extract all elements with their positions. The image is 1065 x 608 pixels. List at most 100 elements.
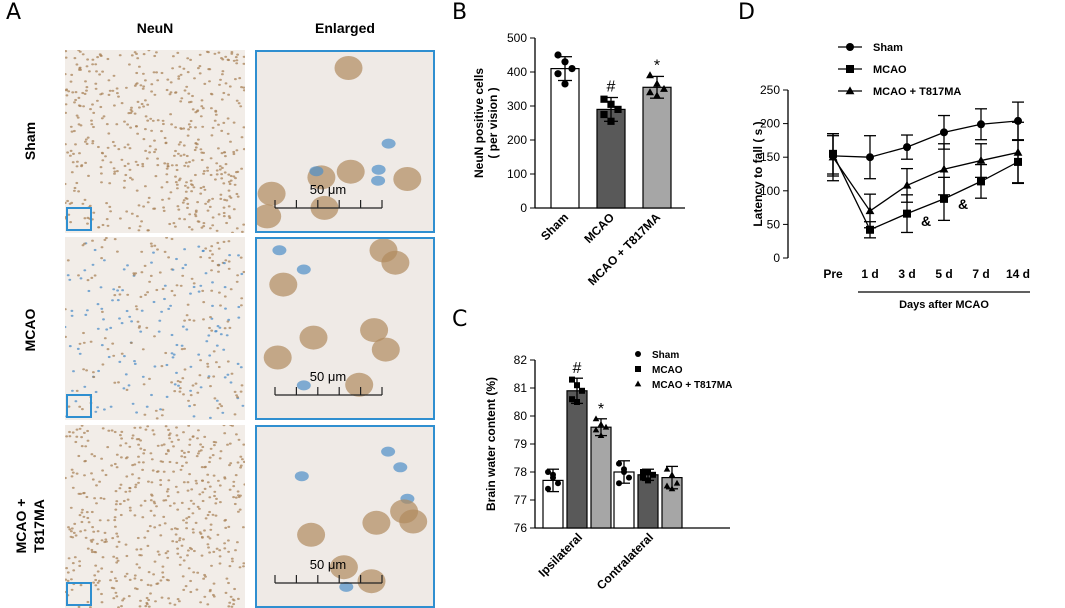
cell-dot	[131, 178, 134, 181]
cell-dot	[100, 601, 104, 604]
cell-dot	[72, 370, 75, 373]
cell-dot	[71, 431, 75, 434]
cell-dot	[109, 405, 113, 408]
nucleus-cell	[393, 462, 408, 473]
micrograph-overview	[65, 425, 245, 608]
cell-dot	[71, 91, 75, 94]
cell-dot	[153, 244, 157, 247]
neuron-cell	[257, 181, 286, 206]
cell-dot	[144, 99, 147, 102]
cell-dot	[179, 73, 183, 76]
cell-dot	[206, 209, 210, 212]
cell-dot	[239, 366, 243, 369]
cell-dot	[162, 443, 166, 446]
column-header-enlarged: Enlarged	[315, 20, 375, 36]
cell-dot	[135, 125, 138, 128]
cell-dot	[210, 134, 214, 137]
cell-dot	[186, 489, 190, 492]
cell-dot	[155, 71, 158, 74]
cell-dot	[194, 146, 198, 149]
cell-dot	[84, 445, 88, 448]
data-point	[616, 480, 622, 487]
cell-dot	[70, 309, 74, 312]
cell-dot	[174, 91, 178, 94]
cell-dot	[113, 381, 117, 384]
cell-dot	[227, 189, 231, 192]
cell-dot	[153, 514, 156, 517]
cell-dot	[197, 138, 200, 141]
nucleus-cell	[272, 245, 287, 256]
cell-dot	[65, 435, 68, 438]
neuron-cell	[334, 56, 363, 80]
cell-dot	[235, 394, 239, 397]
cell-dot	[160, 414, 164, 417]
cell-dot	[178, 390, 182, 393]
cell-dot	[168, 460, 172, 464]
y-tick-label: 80	[514, 409, 528, 423]
cell-dot	[68, 528, 72, 531]
cell-dot	[197, 452, 200, 455]
cell-dot	[169, 81, 173, 84]
cell-dot	[99, 497, 103, 500]
cell-dot	[181, 464, 184, 468]
cell-dot	[70, 578, 73, 581]
cell-dot	[218, 457, 222, 460]
cell-dot	[94, 390, 98, 394]
cell-dot	[200, 226, 204, 229]
cell-dot	[120, 456, 123, 459]
cell-dot	[188, 438, 192, 441]
cell-dot	[200, 99, 204, 102]
cell-dot	[223, 432, 227, 435]
cell-dot	[186, 202, 190, 205]
cell-dot	[226, 320, 230, 323]
cell-dot	[66, 151, 69, 154]
cell-dot	[165, 181, 169, 184]
cell-dot	[144, 185, 147, 188]
cell-dot	[143, 413, 147, 416]
cell-dot	[148, 280, 151, 283]
cell-dot	[170, 164, 174, 167]
cell-dot	[178, 177, 182, 180]
cell-dot	[139, 447, 143, 450]
cell-dot	[69, 154, 72, 157]
cell-dot	[166, 556, 170, 559]
cell-dot	[80, 445, 84, 448]
cell-dot	[161, 571, 165, 574]
cell-dot	[93, 574, 97, 577]
cell-dot	[69, 221, 72, 224]
cell-dot	[202, 170, 206, 173]
neuron-cell	[393, 167, 422, 191]
cell-dot	[147, 571, 151, 574]
cell-dot	[239, 390, 243, 393]
cell-dot	[165, 363, 169, 367]
zoom-region-box	[66, 207, 92, 231]
cell-dot	[86, 216, 90, 219]
cell-dot	[194, 521, 198, 524]
cell-dot	[222, 182, 226, 185]
cell-dot	[65, 111, 67, 114]
cell-dot	[178, 539, 181, 542]
cell-dot	[96, 581, 100, 584]
cell-dot	[92, 530, 96, 533]
cell-dot	[200, 466, 204, 469]
cell-dot	[242, 86, 245, 89]
cell-dot	[174, 181, 178, 184]
cell-dot	[163, 297, 166, 301]
cell-dot	[138, 605, 142, 608]
cell-dot	[150, 83, 154, 86]
cell-dot	[182, 538, 185, 541]
cell-dot	[177, 75, 181, 78]
significance-mark: #	[573, 360, 582, 377]
cell-dot	[124, 490, 128, 493]
cell-dot	[205, 50, 209, 53]
cell-dot	[95, 484, 98, 487]
zoom-region-box	[66, 582, 92, 606]
cell-dot	[163, 162, 167, 165]
cell-dot	[202, 225, 206, 228]
cell-dot	[87, 289, 91, 293]
cell-dot	[112, 167, 116, 170]
data-point	[1013, 147, 1023, 156]
cell-dot	[218, 83, 221, 86]
cell-dot	[115, 466, 119, 469]
cell-dot	[78, 50, 82, 53]
